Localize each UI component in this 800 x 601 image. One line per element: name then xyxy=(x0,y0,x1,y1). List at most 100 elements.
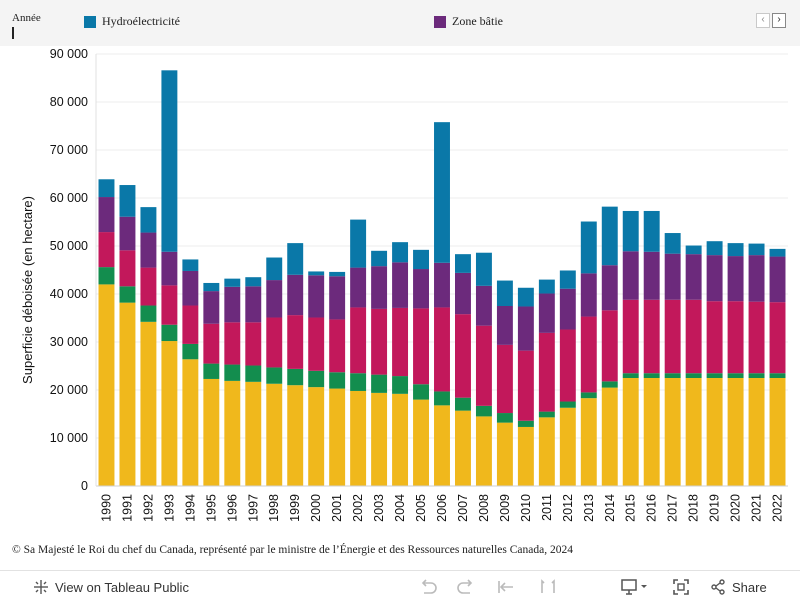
x-tick-label: 2020 xyxy=(729,494,743,522)
bar-segment xyxy=(182,259,199,271)
bar-segment xyxy=(413,249,429,270)
bar-segment xyxy=(769,378,786,486)
bar-segment xyxy=(748,373,765,378)
bar-segment xyxy=(580,392,597,399)
bar-segment xyxy=(517,420,534,427)
bar-segment xyxy=(224,286,241,323)
revert-icon[interactable] xyxy=(496,578,516,596)
bar-segment xyxy=(203,363,220,379)
bar-segment xyxy=(224,278,241,287)
bar-segment xyxy=(287,274,304,316)
bar-segment xyxy=(161,324,178,342)
x-tick-label: 2013 xyxy=(582,494,596,522)
bar-segment xyxy=(413,399,429,486)
bar-segment xyxy=(329,276,346,320)
bar-segment xyxy=(140,267,157,306)
bar-segment xyxy=(329,319,346,373)
x-tick-label: 2011 xyxy=(540,494,554,521)
bar-segment xyxy=(538,411,555,418)
bar-segment xyxy=(455,272,471,315)
bar-segment xyxy=(748,301,765,374)
bar-segment xyxy=(559,288,576,330)
bar-segment xyxy=(308,271,325,276)
bar-segment xyxy=(329,388,346,486)
x-tick-label: 1990 xyxy=(99,494,113,522)
bar-segment xyxy=(434,405,450,486)
legend-item-hydro[interactable]: Hydroélectricité xyxy=(84,14,180,29)
bar-segment xyxy=(622,299,639,374)
bar-segment xyxy=(769,302,786,374)
bar-segment xyxy=(413,384,429,400)
bar-segment xyxy=(119,216,136,251)
y-tick-label: 50 000 xyxy=(50,239,88,253)
legend-next-button[interactable]: › xyxy=(772,13,786,28)
bar-segment xyxy=(350,307,367,374)
undo-icon[interactable] xyxy=(418,578,438,596)
bar-segment xyxy=(769,373,786,378)
pause-icon[interactable] xyxy=(538,578,558,596)
bar-segment xyxy=(727,378,744,486)
legend-prev-button[interactable]: ‹ xyxy=(756,13,770,28)
y-axis-title: Superficie déboisée (en hectare) xyxy=(20,196,35,384)
bar-segment xyxy=(119,250,136,287)
x-tick-label: 1998 xyxy=(267,494,281,522)
bar-segment xyxy=(455,397,471,411)
bar-segment xyxy=(455,314,471,398)
bar-segment xyxy=(119,302,136,486)
bar-segment xyxy=(308,275,325,318)
bar-segment xyxy=(413,308,429,385)
bar-segment xyxy=(685,254,702,300)
view-on-tableau-link[interactable]: View on Tableau Public xyxy=(33,579,189,595)
chart-area: 0 10 000 20 000 30 000 40 000 50 000 60 000 70 … xyxy=(12,46,788,531)
year-filter-caret[interactable] xyxy=(12,27,14,39)
bar-segment xyxy=(538,279,555,294)
bar-segment xyxy=(496,422,513,486)
bar-segment xyxy=(434,307,450,392)
legend-item-built-area[interactable]: Zone bâtie xyxy=(434,14,503,29)
bar-segment xyxy=(245,277,262,287)
x-tick-label: 2015 xyxy=(624,494,638,522)
x-tick-label: 2012 xyxy=(561,494,575,522)
bar-segment xyxy=(496,413,513,423)
bar-segment xyxy=(140,232,157,268)
share-button[interactable]: Share xyxy=(710,579,767,595)
x-tick-label: 1996 xyxy=(225,494,239,522)
legend-swatch-built-area xyxy=(434,15,446,28)
redo-icon[interactable] xyxy=(456,578,476,596)
bar-segment xyxy=(140,305,157,322)
bar-segment xyxy=(559,270,576,289)
bar-segment xyxy=(371,308,388,375)
bar-segment xyxy=(266,383,283,486)
bar-segment xyxy=(559,329,576,402)
x-tick-label: 2019 xyxy=(708,494,722,522)
bar-segment xyxy=(706,373,723,378)
download-icon[interactable] xyxy=(620,578,650,596)
bar-segment xyxy=(266,317,283,368)
bar-segment xyxy=(748,243,765,256)
x-tick-label: 2021 xyxy=(750,494,764,522)
bar-segment xyxy=(706,378,723,486)
bar-segment xyxy=(643,299,660,374)
bar-segment xyxy=(580,221,597,274)
bar-segment xyxy=(706,301,723,374)
bar-segment xyxy=(287,368,304,386)
bar-segment xyxy=(392,393,409,486)
fullscreen-icon[interactable] xyxy=(672,578,690,596)
bar-segment xyxy=(664,299,681,374)
top-filter-band: Année Hydroélectricité Zone bâtie ‹ › xyxy=(0,0,800,46)
bar-segment xyxy=(475,405,492,417)
legend-label-built-area: Zone bâtie xyxy=(452,14,503,28)
y-tick-label: 60 000 xyxy=(50,191,88,205)
bar-segment xyxy=(371,392,388,486)
x-tick-label: 2007 xyxy=(456,494,470,522)
bar-segment xyxy=(224,364,241,381)
bar-segment xyxy=(601,387,618,486)
bar-segment xyxy=(769,256,786,303)
x-tick-label: 2009 xyxy=(498,494,512,522)
bar-segment xyxy=(475,416,492,486)
bar-segment xyxy=(371,374,388,393)
bar-segment xyxy=(98,267,115,285)
stacked-bar-chart: 0 10 000 20 000 30 000 40 000 50 000 60 000 70 … xyxy=(20,47,788,522)
x-tick-label: 2003 xyxy=(372,494,386,522)
bar-segment xyxy=(287,243,304,275)
